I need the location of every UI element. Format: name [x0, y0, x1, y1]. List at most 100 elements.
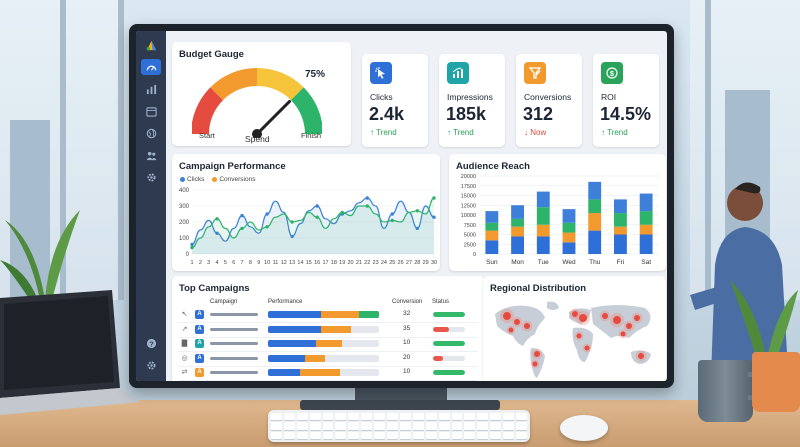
y-tick-label: 200: [179, 220, 190, 226]
kpi-card-clicks[interactable]: Clicks 2.4k ↑ Trend: [362, 54, 428, 147]
performance-legend: Clicks Conversions: [180, 176, 255, 183]
gear-icon[interactable]: [141, 357, 161, 373]
bar-segment: [536, 191, 550, 208]
row-divider: [178, 336, 478, 338]
keyboard-key: [425, 422, 437, 430]
kpi-card-roi[interactable]: $ ROI 14.5% ↑ Trend: [593, 54, 659, 147]
platform-icon: A: [195, 368, 204, 377]
cursor-click-icon: [370, 62, 392, 84]
bar-segment: [614, 199, 627, 214]
gauge-segment-orange: [210, 68, 258, 101]
y-tick-label: 7500: [464, 223, 476, 229]
data-point: [315, 204, 319, 208]
sidebar: ?: [136, 31, 166, 381]
x-tick-label: 15: [306, 260, 312, 266]
hotspot-marker: [514, 319, 520, 325]
x-tick-label: 13: [289, 260, 295, 266]
conversion-value: 10: [403, 368, 411, 375]
column-header-campaign[interactable]: Campaign: [210, 299, 238, 305]
bar-segment: [485, 230, 499, 241]
keyboard-key: [451, 422, 463, 430]
x-tick-label: 20: [347, 260, 353, 266]
keyboard-key: [374, 413, 386, 421]
y-tick-label: 12500: [461, 203, 476, 209]
performance-bar-segment: [268, 354, 305, 362]
help-icon[interactable]: ?: [141, 335, 161, 351]
keyboard-key: [516, 422, 527, 430]
gauge-spend-label: Spend: [245, 134, 270, 144]
kpi-card-impressions[interactable]: Impressions 185k ↑ Trend: [439, 54, 505, 147]
keyboard-key: [438, 431, 450, 439]
hotspot-marker: [534, 351, 540, 357]
hotspot-marker: [613, 316, 621, 324]
performance-bar-segment: [268, 311, 322, 318]
hotspot-marker: [638, 353, 644, 359]
performance-bar: [268, 340, 379, 347]
dashboard-icon[interactable]: [141, 59, 161, 75]
data-point: [315, 215, 319, 219]
keyboard-key: [477, 431, 489, 439]
series-area: [192, 198, 434, 254]
keyboard: [268, 410, 530, 442]
window-mullion: [60, 0, 66, 300]
status-bar: [433, 370, 465, 375]
keyboard-key: [361, 413, 373, 421]
keyboard-key: [490, 431, 502, 439]
column-header-conversion[interactable]: Conversion: [392, 299, 423, 305]
data-point: [432, 215, 436, 219]
keyboard-key: [412, 413, 424, 421]
table-row[interactable]: ▇ A 10: [178, 338, 478, 352]
kpi-value: 185k: [446, 104, 487, 124]
laptop: [0, 290, 140, 415]
plant-left: [0, 210, 80, 300]
logo-icon[interactable]: [141, 37, 161, 53]
hotspot-marker: [524, 323, 530, 329]
status-bar: [433, 326, 465, 332]
table-row[interactable]: ↗ A 35: [178, 324, 478, 338]
column-header-performance[interactable]: Performance: [268, 299, 303, 305]
plant-pot: [752, 352, 800, 412]
kpi-trend: ↑ Trend: [370, 128, 397, 137]
bar-segment: [588, 213, 602, 231]
data-point: [390, 212, 394, 216]
data-point: [190, 245, 194, 250]
keyboard-key: [283, 431, 295, 439]
x-tick-label: Thu: [589, 259, 601, 266]
svg-text:?: ?: [149, 339, 154, 348]
performance-bar-segment: [321, 311, 359, 318]
campaign-performance-card: Campaign Performance Clicks Conversions …: [172, 154, 440, 271]
table-row[interactable]: ↖ A 32: [178, 309, 478, 323]
table-row[interactable]: ◎ A 20: [178, 353, 478, 367]
column-header-status[interactable]: Status: [432, 299, 450, 305]
x-tick-label: 12: [281, 260, 287, 266]
arrow-down-icon: ↓: [524, 128, 528, 137]
table-row[interactable]: ⇄ A 10: [178, 367, 478, 381]
users-icon[interactable]: [141, 147, 161, 163]
kpi-card-conversions[interactable]: Conversions 312 ↓ Now: [516, 54, 582, 147]
x-tick-label: Tue: [538, 259, 549, 266]
kpi-trend: ↑ Trend: [447, 128, 474, 137]
calendar-icon[interactable]: [141, 103, 161, 119]
coffee-mug: [698, 360, 753, 422]
gauge-finish-label: Finish: [301, 131, 322, 140]
campaign-name-placeholder: [210, 342, 258, 345]
x-tick-label: 3: [207, 260, 210, 266]
y-tick-label: 10000: [461, 213, 476, 219]
window-mullion: [118, 0, 124, 300]
settings-icon[interactable]: [141, 169, 161, 185]
arrow-up-icon: ↑: [447, 128, 451, 137]
legend-item-conversions: Conversions: [212, 176, 255, 183]
svg-text:$: $: [610, 69, 615, 78]
window-mullion: [705, 0, 711, 300]
kpi-trend: ↓ Now: [524, 128, 546, 137]
keyboard-key: [335, 431, 347, 439]
bar-segment: [588, 230, 602, 254]
keyboard-key: [322, 431, 334, 439]
keyboard-key: [348, 431, 360, 439]
x-tick-label: 28: [414, 260, 420, 266]
data-point: [215, 231, 219, 235]
keyboard-key: [361, 431, 373, 439]
globe-icon[interactable]: [141, 125, 161, 141]
analytics-icon[interactable]: [141, 81, 161, 97]
data-point: [365, 204, 369, 208]
